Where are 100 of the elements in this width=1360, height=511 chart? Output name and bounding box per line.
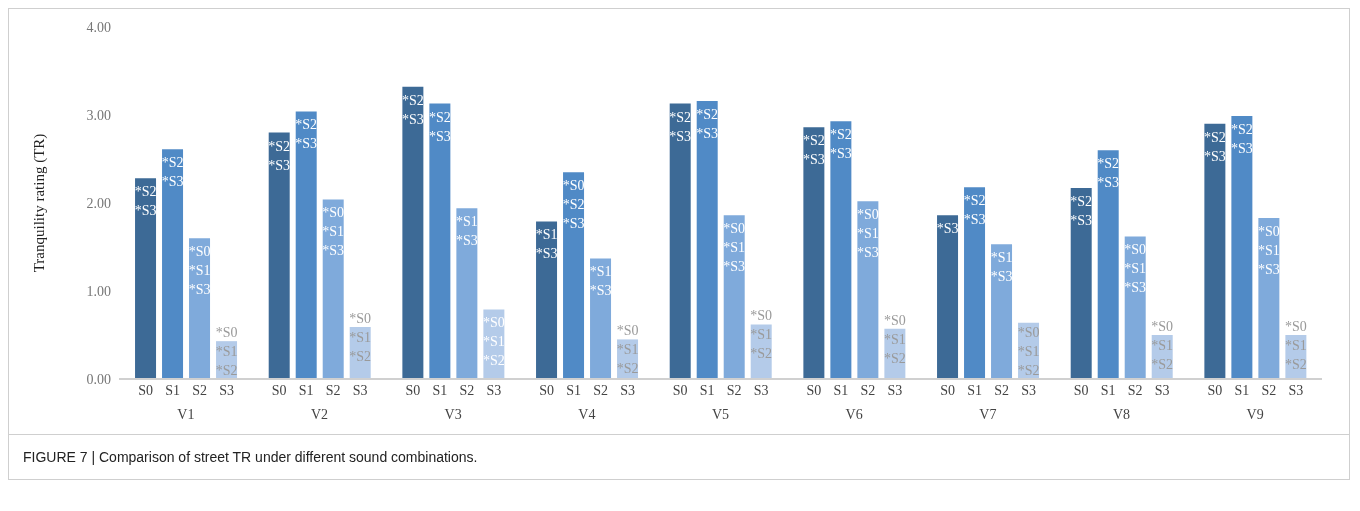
data-label: *S2 *S3 <box>268 138 291 173</box>
x-tick-label: V9 <box>1246 406 1264 422</box>
x-tick-label: V7 <box>979 406 997 422</box>
data-label: *S2 *S3 <box>1230 121 1253 156</box>
y-tick-label: 0.00 <box>86 371 111 387</box>
text: S0 <box>672 383 688 398</box>
data-label: *S2 *S3 <box>1203 129 1226 164</box>
text: S1 <box>967 383 982 398</box>
data-label: *S0 *S1 *S3 <box>188 244 211 298</box>
text: S3 <box>1021 383 1036 398</box>
text: S2 <box>1127 383 1143 398</box>
data-label: *S1 *S3 <box>535 227 558 262</box>
series-label: S0 <box>138 383 153 398</box>
text: S1 <box>699 383 715 398</box>
x-tick-label: V3 <box>444 406 462 422</box>
text: S3 <box>486 383 502 398</box>
bar <box>536 221 558 379</box>
data-label: *S0 *S2 *S3 <box>562 178 585 232</box>
data-label: *S0 *S1 *S2 <box>215 325 238 378</box>
bar <box>1097 150 1119 379</box>
bar <box>1204 123 1226 379</box>
text: S3 <box>887 383 903 398</box>
bar <box>937 215 959 379</box>
text: S1 <box>833 383 849 398</box>
data-label: *S0 *S1 *S2 <box>482 315 505 369</box>
x-tick-label: V1 <box>177 406 195 422</box>
text: S0 <box>1073 383 1089 398</box>
y-tick-label: 3.00 <box>86 107 111 123</box>
bar <box>162 149 184 379</box>
series-label: S1 <box>165 383 180 398</box>
caption: FIGURE 7 | Comparison of street TR under different sound combinations. <box>9 434 1349 479</box>
bar <box>857 201 879 379</box>
text: S3 <box>1288 383 1304 398</box>
bar <box>429 103 451 379</box>
data-label: *S2 *S3 <box>295 117 318 152</box>
x-tick-label: V2 <box>310 406 329 422</box>
data-label: *S0 *S1 *S2 <box>616 323 639 377</box>
bar <box>669 103 691 379</box>
data-label: *S1 *S3 <box>455 214 478 249</box>
text: S0 <box>1207 383 1223 398</box>
data-label: *S2 *S3 <box>669 109 692 144</box>
bar <box>830 121 852 379</box>
data-label: *S0 *S1 *S3 <box>322 205 345 259</box>
text: S2 <box>726 383 742 398</box>
x-tick-label: V6 <box>845 406 863 422</box>
text: S3 <box>620 383 635 398</box>
bar <box>268 132 290 379</box>
data-label: *S0 *S1 *S2 <box>1017 325 1040 378</box>
bar <box>723 215 745 379</box>
data-label: *S0 *S1 *S2 <box>349 311 372 365</box>
text: S2 <box>593 383 608 398</box>
text: S1 <box>1234 383 1250 398</box>
bar <box>991 244 1013 379</box>
data-label: *S2 *S3 <box>829 127 852 162</box>
data-label: *S1 *S3 <box>589 264 612 299</box>
text: S2 <box>1261 383 1277 398</box>
bar <box>402 86 424 379</box>
y-tick-label: 2.00 <box>86 195 111 211</box>
y-axis-title: Tranquility rating (TR) <box>31 133 49 273</box>
data-label: *S2 *S3 <box>696 106 719 141</box>
bar <box>803 127 825 379</box>
text: S1 <box>566 383 581 398</box>
data-label: *S2 *S3 <box>802 133 825 168</box>
data-label: *S2 *S3 <box>161 155 184 190</box>
text: S3 <box>753 383 769 398</box>
bar <box>696 100 718 379</box>
bar <box>590 258 612 379</box>
text: S0 <box>539 383 554 398</box>
text: S2 <box>325 383 341 398</box>
text: S3 <box>1154 383 1170 398</box>
data-label: *S0 *S1 *S2 <box>1284 319 1307 372</box>
data-label: *S2 *S3 <box>1070 194 1093 229</box>
bar <box>322 199 344 379</box>
x-tick-label: V5 <box>711 406 730 422</box>
text: S0 <box>271 383 287 398</box>
data-label: *S0 *S1 *S2 <box>883 312 906 366</box>
text: S0 <box>806 383 822 398</box>
data-label: *S1 *S3 <box>990 250 1013 285</box>
text: S1 <box>432 383 448 398</box>
text: S1 <box>1100 383 1116 398</box>
text: S0 <box>940 383 955 398</box>
bar <box>1231 115 1253 379</box>
x-tick-label: V8 <box>1112 406 1131 422</box>
bar <box>135 178 157 379</box>
data-label: *S2 *S3 <box>428 109 451 144</box>
x-tick-label: V4 <box>578 406 596 422</box>
data-label: *S0 *S1 *S2 <box>750 308 773 362</box>
series-label: S3 <box>219 383 234 398</box>
data-label: *S2 *S3 <box>963 193 986 228</box>
text: S0 <box>405 383 421 398</box>
data-label: *S0 *S1 *S3 <box>1124 242 1147 296</box>
y-tick-label: 4.00 <box>86 19 111 35</box>
data-label: *S2 *S3 <box>134 184 157 219</box>
text: S1 <box>298 383 314 398</box>
bar <box>964 187 986 379</box>
y-tick-label: 1.00 <box>86 283 111 299</box>
bar <box>563 172 585 379</box>
text: S3 <box>352 383 368 398</box>
data-label: *S3 <box>936 221 959 237</box>
bar <box>1070 188 1092 379</box>
